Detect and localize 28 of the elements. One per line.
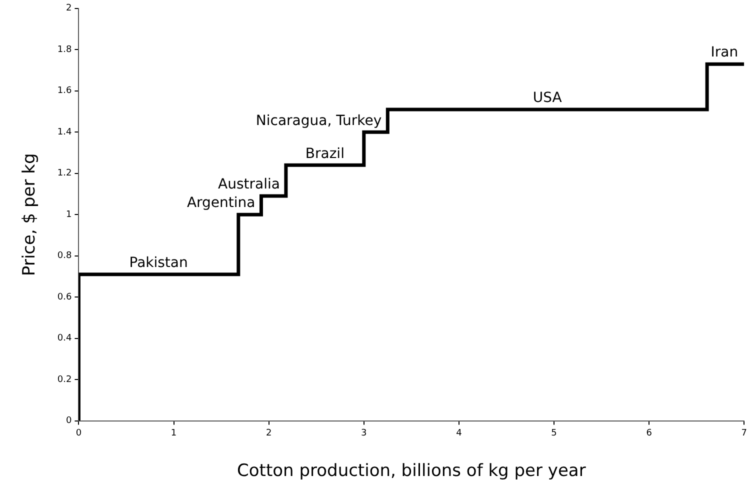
x-tick-label: 0 (76, 428, 82, 439)
annotation: USA (532, 90, 562, 106)
y-tick-label: 1.6 (57, 86, 72, 96)
y-tick-label: 0.6 (57, 292, 72, 302)
y-tick-label: 0.4 (57, 334, 72, 344)
y-tick-label: 2 (66, 4, 72, 14)
y-tick-label: 1.4 (57, 127, 72, 138)
y-tick-label: 0.8 (57, 251, 72, 262)
x-tick-label: 1 (170, 428, 177, 439)
x-tick-label: 6 (646, 428, 652, 439)
annotation: Argentina (186, 195, 256, 212)
x-tick-label: 7 (741, 428, 748, 439)
x-tick-label: 4 (456, 428, 462, 439)
y-tick-label: 0.2 (57, 374, 72, 385)
annotation: Iran (710, 44, 738, 61)
y-tick-label: 1 (66, 210, 72, 220)
y-tick-label: 0 (66, 416, 72, 426)
x-tick-label: 5 (551, 428, 557, 439)
annotation: Pakistan (129, 255, 188, 272)
y-tick-label: 1.8 (57, 44, 72, 55)
x-tick-label: 3 (361, 428, 367, 439)
y-tick-label: 1.2 (57, 168, 72, 179)
y-axis-title: Price, $ per kg (20, 153, 40, 276)
annotation: Brazil (305, 146, 344, 162)
x-axis-title: Cotton production, billions of kg per year (237, 461, 586, 482)
annotation: Australia (218, 176, 280, 193)
annotation: Nicaragua, Turkey (256, 112, 382, 129)
x-tick-label: 2 (266, 428, 272, 439)
